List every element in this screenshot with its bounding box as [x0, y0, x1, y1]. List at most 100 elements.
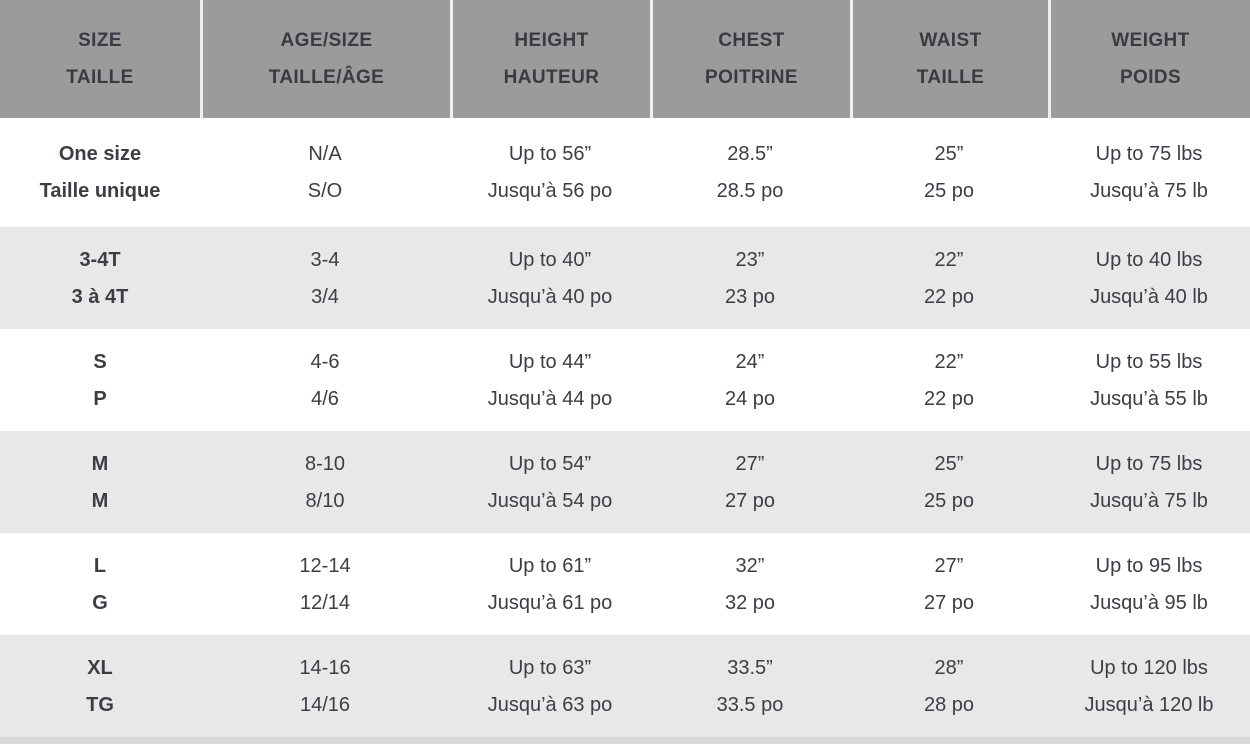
cell-height-fr: Jusqu’à 56 po [487, 180, 613, 203]
cell-chest-en: 33.5” [727, 656, 773, 679]
cell-waist: 25” 25 po [850, 431, 1048, 533]
cell-height: Up to 54” Jusqu’à 54 po [450, 431, 650, 533]
cell-chest: 33.5” 33.5 po [650, 635, 850, 737]
table-header-row: SIZE TAILLE AGE/SIZE TAILLE/ÂGE HEIGHT H… [0, 0, 1250, 118]
cell-size-fr: G [92, 591, 108, 614]
cell-chest-en: 28.5” [727, 143, 773, 166]
column-header-chest-fr: POITRINE [705, 66, 798, 88]
cell-height-fr: Jusqu’à 54 po [487, 489, 613, 512]
cell-age-size: 3-4 3/4 [200, 227, 450, 329]
table-row-xl: XL TG 14-16 14/16 Up to 63” Jusqu’à 63 p… [0, 635, 1250, 738]
column-header-age-size-en: AGE/SIZE [280, 29, 373, 51]
cell-weight-fr: Jusqu’à 55 lb [1090, 387, 1208, 410]
cell-waist: 27” 27 po [850, 533, 1048, 635]
cell-height-fr: Jusqu’à 63 po [487, 693, 613, 716]
cell-waist-en: 25” [934, 143, 964, 166]
column-header-waist: WAIST TAILLE [850, 0, 1048, 118]
cell-weight-fr: Jusqu’à 40 lb [1090, 285, 1208, 308]
cell-age-size-fr: 3/4 [311, 285, 339, 308]
cell-waist-en: 25” [934, 452, 964, 475]
cell-waist-fr: 25 po [923, 489, 975, 512]
column-header-age-size: AGE/SIZE TAILLE/ÂGE [200, 0, 450, 118]
cell-size-fr: P [93, 387, 107, 410]
cell-waist-fr: 27 po [923, 591, 975, 614]
cell-chest-en: 27” [735, 452, 765, 475]
table-row-3-4t: 3-4T 3 à 4T 3-4 3/4 Up to 40” Jusqu’à 40… [0, 227, 1250, 330]
cell-weight: Up to 95 lbs Jusqu’à 95 lb [1048, 533, 1250, 635]
cell-weight-fr: Jusqu’à 75 lb [1090, 489, 1208, 512]
cell-age-size: 8-10 8/10 [200, 431, 450, 533]
cell-chest-fr: 23 po [724, 285, 776, 308]
cell-waist-fr: 22 po [923, 387, 975, 410]
cell-weight: Up to 75 lbs Jusqu’à 75 lb [1048, 431, 1250, 533]
cell-size: One size Taille unique [0, 118, 200, 227]
cell-age-size-en: 4-6 [310, 350, 340, 373]
cell-size-en: XL [87, 656, 113, 679]
cell-age-size-en: 14-16 [299, 656, 351, 679]
cell-chest: 27” 27 po [650, 431, 850, 533]
cell-waist-fr: 25 po [923, 180, 975, 203]
cell-height-fr: Jusqu’à 40 po [487, 285, 613, 308]
cell-size-fr: Taille unique [39, 180, 161, 203]
cell-weight: Up to 55 lbs Jusqu’à 55 lb [1048, 329, 1250, 431]
cell-height-fr: Jusqu’à 61 po [487, 591, 613, 614]
cell-size-fr: 3 à 4T [71, 285, 129, 308]
cell-waist: 22” 22 po [850, 227, 1048, 329]
cell-chest-fr: 28.5 po [716, 180, 784, 203]
cell-size: M M [0, 431, 200, 533]
cell-size: 3-4T 3 à 4T [0, 227, 200, 329]
cell-height: Up to 40” Jusqu’à 40 po [450, 227, 650, 329]
table-row-one-size: One size Taille unique N/A S/O Up to 56”… [0, 118, 1250, 227]
cell-chest-fr: 24 po [724, 387, 776, 410]
cell-size-en: L [93, 554, 107, 577]
cell-height: Up to 44” Jusqu’à 44 po [450, 329, 650, 431]
cell-age-size-en: 8-10 [304, 452, 346, 475]
cell-weight-en: Up to 40 lbs [1095, 248, 1203, 271]
cell-height-en: Up to 61” [508, 554, 592, 577]
cell-size-fr: TG [86, 693, 114, 716]
cell-age-size-fr: 12/14 [299, 591, 351, 614]
column-header-size: SIZE TAILLE [0, 0, 200, 118]
cell-chest-en: 32” [735, 554, 765, 577]
cell-height: Up to 56” Jusqu’à 56 po [450, 118, 650, 227]
column-header-weight-fr: POIDS [1119, 66, 1182, 88]
cell-height-en: Up to 54” [508, 452, 592, 475]
cell-weight-en: Up to 55 lbs [1095, 350, 1203, 373]
cell-size-en: M [91, 452, 109, 475]
cell-weight-en: Up to 75 lbs [1095, 452, 1203, 475]
cell-age-size-fr: 8/10 [305, 489, 345, 512]
cell-chest: 28.5” 28.5 po [650, 118, 850, 227]
cell-weight-fr: Jusqu’à 75 lb [1090, 180, 1208, 203]
cell-height-fr: Jusqu’à 44 po [487, 387, 613, 410]
cell-weight-en: Up to 120 lbs [1090, 656, 1208, 679]
cell-weight: Up to 40 lbs Jusqu’à 40 lb [1048, 227, 1250, 329]
cell-chest: 24” 24 po [650, 329, 850, 431]
column-header-height-en: HEIGHT [514, 29, 589, 51]
column-header-age-size-fr: TAILLE/ÂGE [268, 66, 385, 88]
cell-height: Up to 63” Jusqu’à 63 po [450, 635, 650, 737]
cell-height: Up to 61” Jusqu’à 61 po [450, 533, 650, 635]
cell-waist-fr: 28 po [923, 693, 975, 716]
cell-weight-en: Up to 75 lbs [1095, 143, 1203, 166]
bottom-strip [0, 737, 1250, 744]
cell-size-en: S [93, 350, 107, 373]
cell-age-size-fr: S/O [307, 180, 343, 203]
cell-chest-fr: 33.5 po [716, 693, 784, 716]
column-header-chest: CHEST POITRINE [650, 0, 850, 118]
cell-chest-fr: 27 po [724, 489, 776, 512]
cell-height-en: Up to 56” [508, 143, 592, 166]
cell-waist-en: 27” [934, 554, 964, 577]
cell-waist-en: 28” [934, 656, 964, 679]
table-row-s: S P 4-6 4/6 Up to 44” Jusqu’à 44 po 24” … [0, 329, 1250, 431]
cell-waist-en: 22” [934, 350, 964, 373]
cell-chest: 23” 23 po [650, 227, 850, 329]
cell-age-size-en: 3-4 [310, 248, 340, 271]
column-header-weight-en: WEIGHT [1111, 29, 1190, 51]
cell-age-size-en: 12-14 [299, 554, 351, 577]
cell-age-size-fr: 14/16 [299, 693, 351, 716]
column-header-chest-en: CHEST [718, 29, 785, 51]
column-header-size-en: SIZE [78, 29, 122, 51]
cell-waist: 22” 22 po [850, 329, 1048, 431]
column-header-height-fr: HAUTEUR [503, 66, 600, 88]
cell-waist-fr: 22 po [923, 285, 975, 308]
